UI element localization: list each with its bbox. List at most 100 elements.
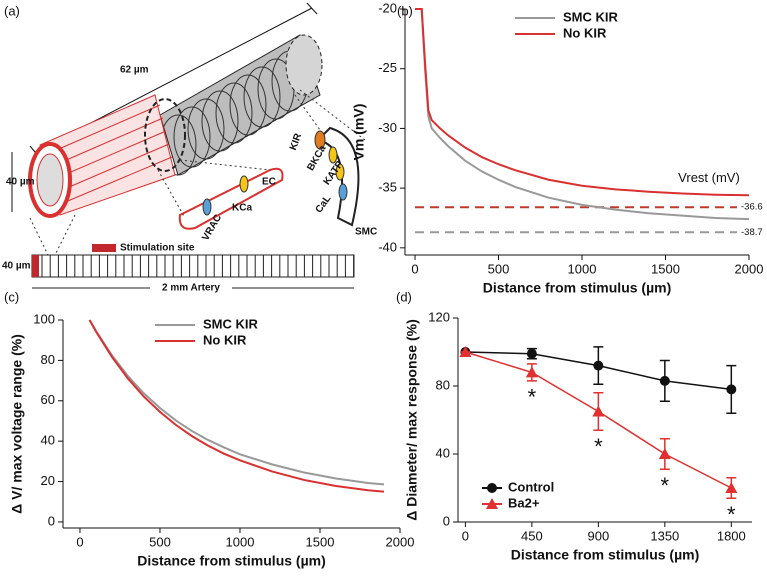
annotation: Vrest (mV) bbox=[678, 170, 740, 185]
smc-cylinder bbox=[159, 34, 321, 176]
cylinder-end bbox=[285, 34, 323, 96]
legend-marker bbox=[487, 483, 497, 493]
x-tick-label: 0 bbox=[411, 261, 418, 276]
significance-mark: * bbox=[727, 502, 736, 527]
channel bbox=[239, 175, 249, 193]
x-tick-label: 500 bbox=[488, 261, 510, 276]
series-line bbox=[415, 8, 750, 221]
legend-item: Control bbox=[482, 479, 554, 494]
significance-mark: * bbox=[528, 385, 537, 410]
lumen bbox=[36, 153, 64, 207]
x-tick-label: 1800 bbox=[717, 528, 746, 543]
dimension-tick bbox=[306, 2, 318, 15]
legend-item: SMC KIR bbox=[155, 316, 259, 331]
marker bbox=[726, 384, 737, 395]
y-tick-label: 80 bbox=[41, 352, 55, 367]
zoom-lines bbox=[29, 89, 366, 256]
legend-item: No KIR bbox=[155, 332, 247, 347]
x-axis-label: Distance from stimulus (µm) bbox=[137, 553, 326, 569]
y-tick-label: -25 bbox=[378, 60, 397, 75]
legend-label: No KIR bbox=[563, 25, 607, 40]
strip-end bbox=[32, 255, 39, 277]
x-tick-label: 500 bbox=[149, 534, 171, 549]
panel-label: (a) bbox=[4, 3, 20, 18]
kca-label: KCa bbox=[232, 203, 252, 214]
panel-label: (c) bbox=[4, 289, 19, 304]
x-tick-label: 1500 bbox=[306, 534, 335, 549]
y-tick-label: -30 bbox=[378, 120, 397, 135]
y-tick-label: 100 bbox=[33, 311, 55, 326]
y-tick-label: 80 bbox=[436, 377, 450, 392]
stimulation-marker bbox=[92, 244, 116, 252]
channel bbox=[338, 183, 348, 201]
significance-mark: * bbox=[661, 473, 670, 498]
x-tick-label: 2000 bbox=[386, 534, 415, 549]
section-ring bbox=[144, 98, 186, 172]
x-tick-label: 1000 bbox=[226, 534, 255, 549]
strip-divisions bbox=[41, 255, 355, 277]
marker bbox=[592, 405, 605, 417]
x-axis-label: Distance from stimulus (µm) bbox=[511, 547, 700, 563]
marker bbox=[593, 360, 604, 371]
panel-a: (a) 62 µm 40 µm EC VRAC KCa bbox=[2, 2, 377, 294]
marker bbox=[658, 448, 671, 459]
kir-label: KIR bbox=[288, 131, 304, 152]
legend-item: No KIR bbox=[515, 25, 607, 40]
panel-label: (d) bbox=[396, 289, 412, 304]
legend-label: SMC KIR bbox=[203, 316, 259, 331]
marker bbox=[659, 375, 670, 386]
smc-label: SMC bbox=[355, 227, 377, 238]
legend-label: Ba2+ bbox=[508, 495, 540, 510]
legend-item: SMC KIR bbox=[515, 9, 619, 24]
series-line bbox=[415, 8, 750, 197]
y-axis-label: Δ Diameter/ max response (%) bbox=[404, 319, 420, 520]
y-tick-label: 0 bbox=[48, 513, 55, 528]
y-axis-label: Δ V/ max voltage range (%) bbox=[9, 334, 25, 514]
length-label: 62 µm bbox=[120, 65, 149, 76]
x-tick-label: 450 bbox=[521, 528, 543, 543]
y-tick-label: -20 bbox=[378, 0, 397, 15]
y-tick-label: 0 bbox=[443, 513, 450, 528]
marker bbox=[725, 482, 738, 493]
artery-strip bbox=[31, 254, 355, 278]
cal-label: CaL bbox=[314, 193, 334, 215]
x-tick-label: 2000 bbox=[735, 261, 764, 276]
significance-mark: * bbox=[594, 434, 603, 459]
channel bbox=[335, 163, 345, 181]
channel bbox=[328, 146, 338, 164]
artery-label: 2 mm Artery bbox=[162, 283, 220, 294]
bkca-label: BKCa bbox=[305, 143, 328, 172]
x-tick-label: 0 bbox=[462, 528, 469, 543]
series-line bbox=[88, 319, 385, 486]
label-bg bbox=[150, 282, 232, 294]
marker bbox=[525, 366, 538, 378]
diameter-label: 40 µm bbox=[6, 177, 35, 188]
legend-label: No KIR bbox=[203, 332, 247, 347]
x-tick-label: 0 bbox=[76, 534, 83, 549]
stimulation-label: Stimulation site bbox=[120, 243, 195, 254]
x-tick-label: 1500 bbox=[651, 261, 680, 276]
marker bbox=[459, 346, 472, 357]
x-tick-label: 900 bbox=[588, 528, 610, 543]
legend-label: SMC KIR bbox=[563, 9, 619, 24]
y-tick-label: -40 bbox=[378, 239, 397, 254]
y-tick-label: -35 bbox=[378, 180, 397, 195]
y-tick-label: 20 bbox=[41, 473, 55, 488]
strip-height-label: 40 µm bbox=[2, 261, 31, 272]
legend-item: Ba2+ bbox=[482, 495, 540, 510]
ec-label: EC bbox=[262, 177, 276, 188]
x-axis-label: Distance from stimulus (µm) bbox=[483, 280, 672, 296]
x-tick-label: 1350 bbox=[650, 528, 679, 543]
marker bbox=[526, 348, 537, 359]
legend-marker bbox=[486, 498, 498, 509]
y-axis-label: Vm (mV) bbox=[351, 104, 367, 161]
y-tick-label: 40 bbox=[436, 445, 450, 460]
y-tick-label: 40 bbox=[41, 433, 55, 448]
y-tick-label: 60 bbox=[41, 392, 55, 407]
x-tick-label: 1000 bbox=[568, 261, 597, 276]
channel bbox=[202, 198, 212, 216]
reference-label: -36.6 bbox=[741, 202, 763, 213]
legend-label: Control bbox=[508, 479, 554, 494]
